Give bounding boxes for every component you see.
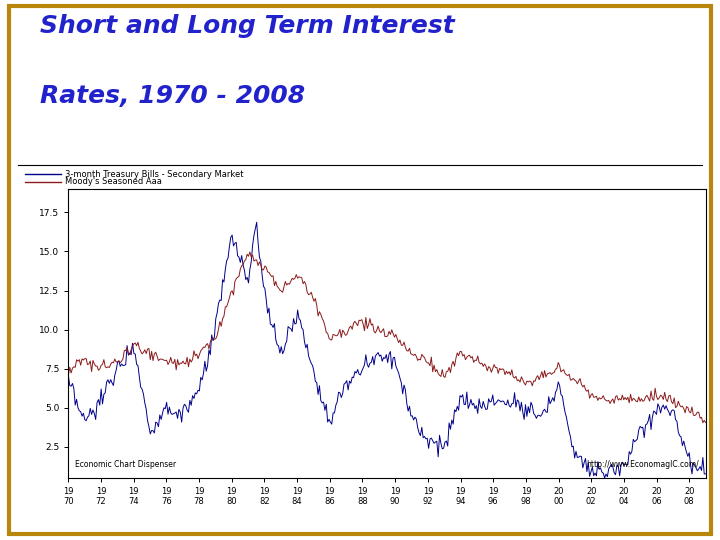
- Text: Economic Chart Dispenser: Economic Chart Dispenser: [75, 460, 176, 469]
- Text: Moody's Seasoned Aaa: Moody's Seasoned Aaa: [65, 178, 162, 186]
- Text: 3-month Treasury Bills - Secondary Market: 3-month Treasury Bills - Secondary Marke…: [65, 170, 243, 179]
- Text: http://www.EconomagIC.com/: http://www.EconomagIC.com/: [587, 460, 699, 469]
- Text: Rates, 1970 - 2008: Rates, 1970 - 2008: [40, 84, 305, 107]
- Text: Short and Long Term Interest: Short and Long Term Interest: [40, 14, 454, 37]
